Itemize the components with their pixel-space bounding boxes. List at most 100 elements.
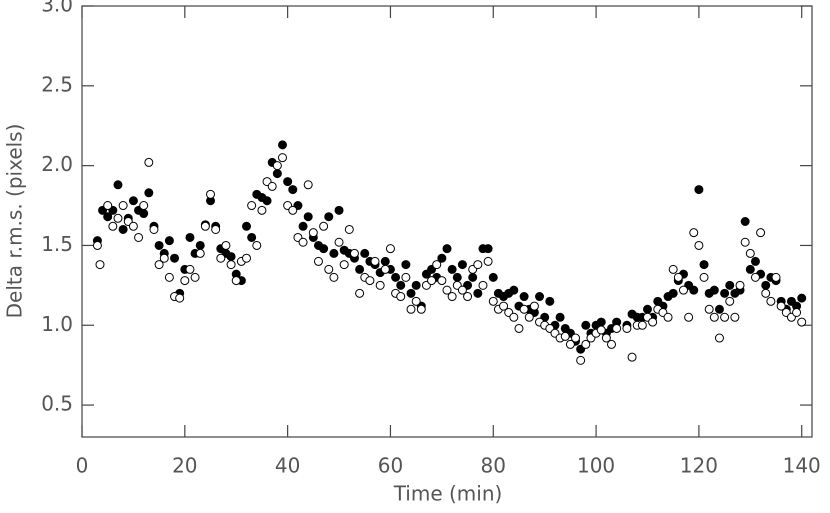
point <box>432 260 442 270</box>
point <box>725 296 735 306</box>
y-tick-label: 0.5 <box>41 392 73 416</box>
point <box>524 312 534 322</box>
point <box>509 312 519 322</box>
point <box>221 240 231 250</box>
point <box>211 224 221 234</box>
point <box>452 272 462 282</box>
x-tick-label: 40 <box>275 454 300 478</box>
point <box>447 264 457 274</box>
point <box>134 232 144 242</box>
point <box>797 293 807 303</box>
point <box>529 301 539 311</box>
point <box>262 196 272 206</box>
point <box>478 280 488 290</box>
point <box>231 276 241 286</box>
point <box>180 276 190 286</box>
point <box>596 325 606 335</box>
x-tick-label: 60 <box>378 454 403 478</box>
point <box>756 228 766 238</box>
point <box>689 285 699 295</box>
point <box>457 285 467 295</box>
point <box>319 244 329 254</box>
point <box>329 248 339 258</box>
point <box>720 288 730 298</box>
x-tick-label: 20 <box>172 454 197 478</box>
x-tick-label: 120 <box>680 454 718 478</box>
point <box>242 221 252 231</box>
point <box>375 280 385 290</box>
point <box>735 280 745 290</box>
point <box>797 317 807 327</box>
point <box>668 264 678 274</box>
point <box>442 285 452 295</box>
point <box>601 333 611 343</box>
point <box>344 224 354 234</box>
point <box>714 333 724 343</box>
y-tick-label: 3.0 <box>41 0 73 17</box>
point <box>499 301 509 311</box>
point <box>411 280 421 290</box>
x-tick-label: 140 <box>783 454 821 478</box>
point <box>272 169 282 179</box>
point <box>139 201 149 211</box>
point <box>185 232 195 242</box>
x-axis-title: Time (min) <box>393 482 503 506</box>
point <box>581 320 591 330</box>
point <box>175 293 185 303</box>
point <box>463 292 473 302</box>
point <box>514 323 524 333</box>
point <box>406 288 416 298</box>
point <box>519 304 529 314</box>
point <box>298 221 308 231</box>
point <box>365 276 375 286</box>
point <box>185 264 195 274</box>
point <box>745 248 755 258</box>
point <box>334 237 344 247</box>
point <box>313 256 323 266</box>
point <box>607 339 617 349</box>
point <box>401 260 411 270</box>
point <box>725 280 735 290</box>
point <box>288 185 298 195</box>
point <box>709 285 719 295</box>
point <box>92 240 102 250</box>
point <box>95 260 105 270</box>
point <box>771 272 781 282</box>
y-axis-title: Delta r.m.s. (pixels) <box>3 124 27 319</box>
point <box>709 312 719 322</box>
point <box>339 260 349 270</box>
point <box>154 260 164 270</box>
point <box>303 180 313 190</box>
point <box>277 140 287 150</box>
point <box>319 221 329 231</box>
point <box>704 304 714 314</box>
point <box>206 189 216 199</box>
point <box>483 256 493 266</box>
y-tick-label: 2.5 <box>41 72 73 96</box>
point <box>216 253 226 263</box>
point <box>113 213 123 223</box>
point <box>139 209 149 219</box>
point <box>442 244 452 254</box>
point <box>473 260 483 270</box>
point <box>128 221 138 231</box>
point <box>565 339 575 349</box>
point <box>668 288 678 298</box>
point <box>303 212 313 222</box>
point <box>396 280 406 290</box>
point <box>637 320 647 330</box>
point <box>673 272 683 282</box>
point <box>144 188 154 198</box>
point <box>689 228 699 238</box>
point <box>750 272 760 282</box>
point <box>349 248 359 258</box>
point <box>612 323 622 333</box>
point <box>103 212 113 222</box>
x-tick-label: 80 <box>481 454 506 478</box>
point <box>488 272 498 282</box>
point <box>118 201 128 211</box>
point <box>694 185 704 195</box>
point <box>257 205 267 215</box>
point <box>411 296 421 306</box>
